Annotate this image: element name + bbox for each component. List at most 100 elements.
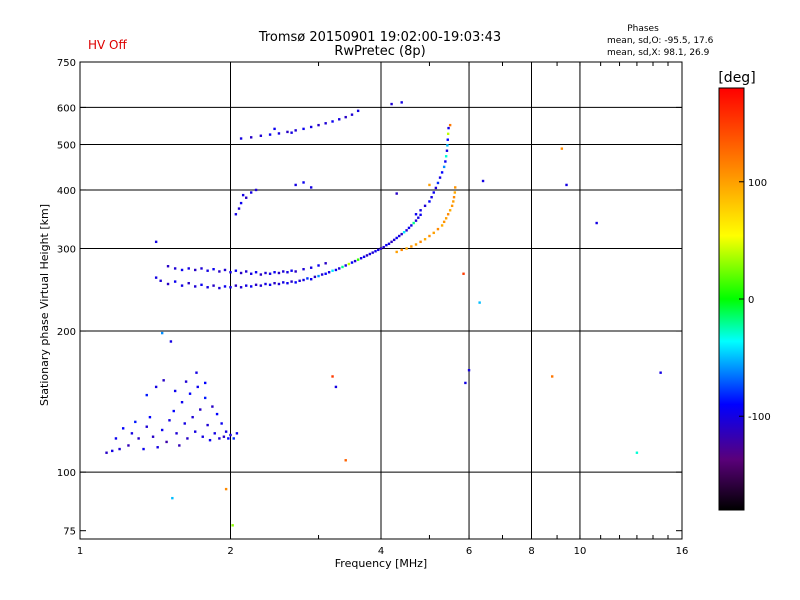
data-point [154,240,158,244]
data-point [213,432,216,435]
data-point [254,188,258,192]
phase-heading: Phases [627,24,659,34]
data-point [452,196,456,199]
data-point [239,137,243,140]
data-point [111,449,114,453]
data-point [298,279,301,282]
data-point [180,268,184,272]
data-point [148,415,152,419]
data-point [168,419,171,422]
data-point [268,272,272,275]
data-point [550,375,554,378]
data-point [220,422,223,425]
data-point [419,213,422,217]
data-point [165,440,168,444]
data-point [160,331,164,335]
data-point [306,277,309,280]
data-point [254,271,258,274]
data-point [241,193,245,197]
data-point [180,400,184,404]
data-point [224,430,228,433]
data-point [234,269,238,272]
data-point [331,375,334,378]
data-point [183,422,186,425]
data-point [467,369,471,372]
data-point [249,272,253,275]
data-point [309,125,313,129]
data-point [454,186,457,189]
data-point [194,285,197,288]
data-point [390,102,393,106]
data-point [450,204,454,208]
data-point [199,408,202,411]
data-point [436,227,440,231]
data-point [371,251,374,254]
data-point [417,216,420,219]
gridlines [80,62,682,539]
data-point [377,248,380,252]
data-point [237,207,241,210]
data-point [338,267,341,270]
data-point [259,284,263,287]
data-point [187,267,190,270]
data-point [448,209,452,212]
data-point [414,219,418,222]
data-point [320,273,324,276]
data-point [200,267,203,270]
data-point [208,438,212,442]
data-point [194,268,197,272]
data-point [218,286,221,290]
data-point [234,213,238,216]
data-point [154,385,158,389]
data-point [434,186,438,190]
data-point [302,181,305,184]
data-point [180,284,184,287]
data-point [341,265,344,269]
data-point [239,201,243,205]
data-point [273,271,276,274]
data-point [160,428,164,432]
data-point [362,255,366,259]
data-point [218,270,221,273]
y-tick-label: 75 [63,527,76,538]
data-point [191,415,194,419]
data-point [334,385,338,389]
data-point [200,283,203,287]
data-point [374,250,377,253]
data-point [440,171,444,174]
data-point [400,232,403,236]
y-tick-label: 100 [57,468,76,479]
data-point [162,379,165,382]
data-point [231,524,234,527]
data-point [446,132,450,136]
data-point [222,435,226,438]
data-point [145,393,148,397]
data-point [277,271,281,275]
data-point [137,437,140,440]
data-point [259,134,263,137]
data-point [445,149,449,152]
data-point [142,447,145,451]
data-point [229,433,232,437]
data-point [290,269,293,272]
data-point [560,147,564,150]
colorbar-tick-label: -100 [748,412,771,423]
data-point [172,409,175,413]
data-point [453,191,457,194]
data-point [173,267,177,270]
data-point [166,282,170,286]
data-point [114,437,118,440]
data-point [229,271,232,274]
data-point [239,271,243,275]
data-point [151,435,155,438]
data-point [309,186,313,189]
data-point [302,268,305,271]
data-point [309,266,313,269]
data-point [446,138,449,141]
data-point [432,231,435,235]
data-point [344,115,347,119]
data-point [105,451,108,454]
x-tick-label: 8 [528,546,534,557]
data-point [440,224,444,227]
